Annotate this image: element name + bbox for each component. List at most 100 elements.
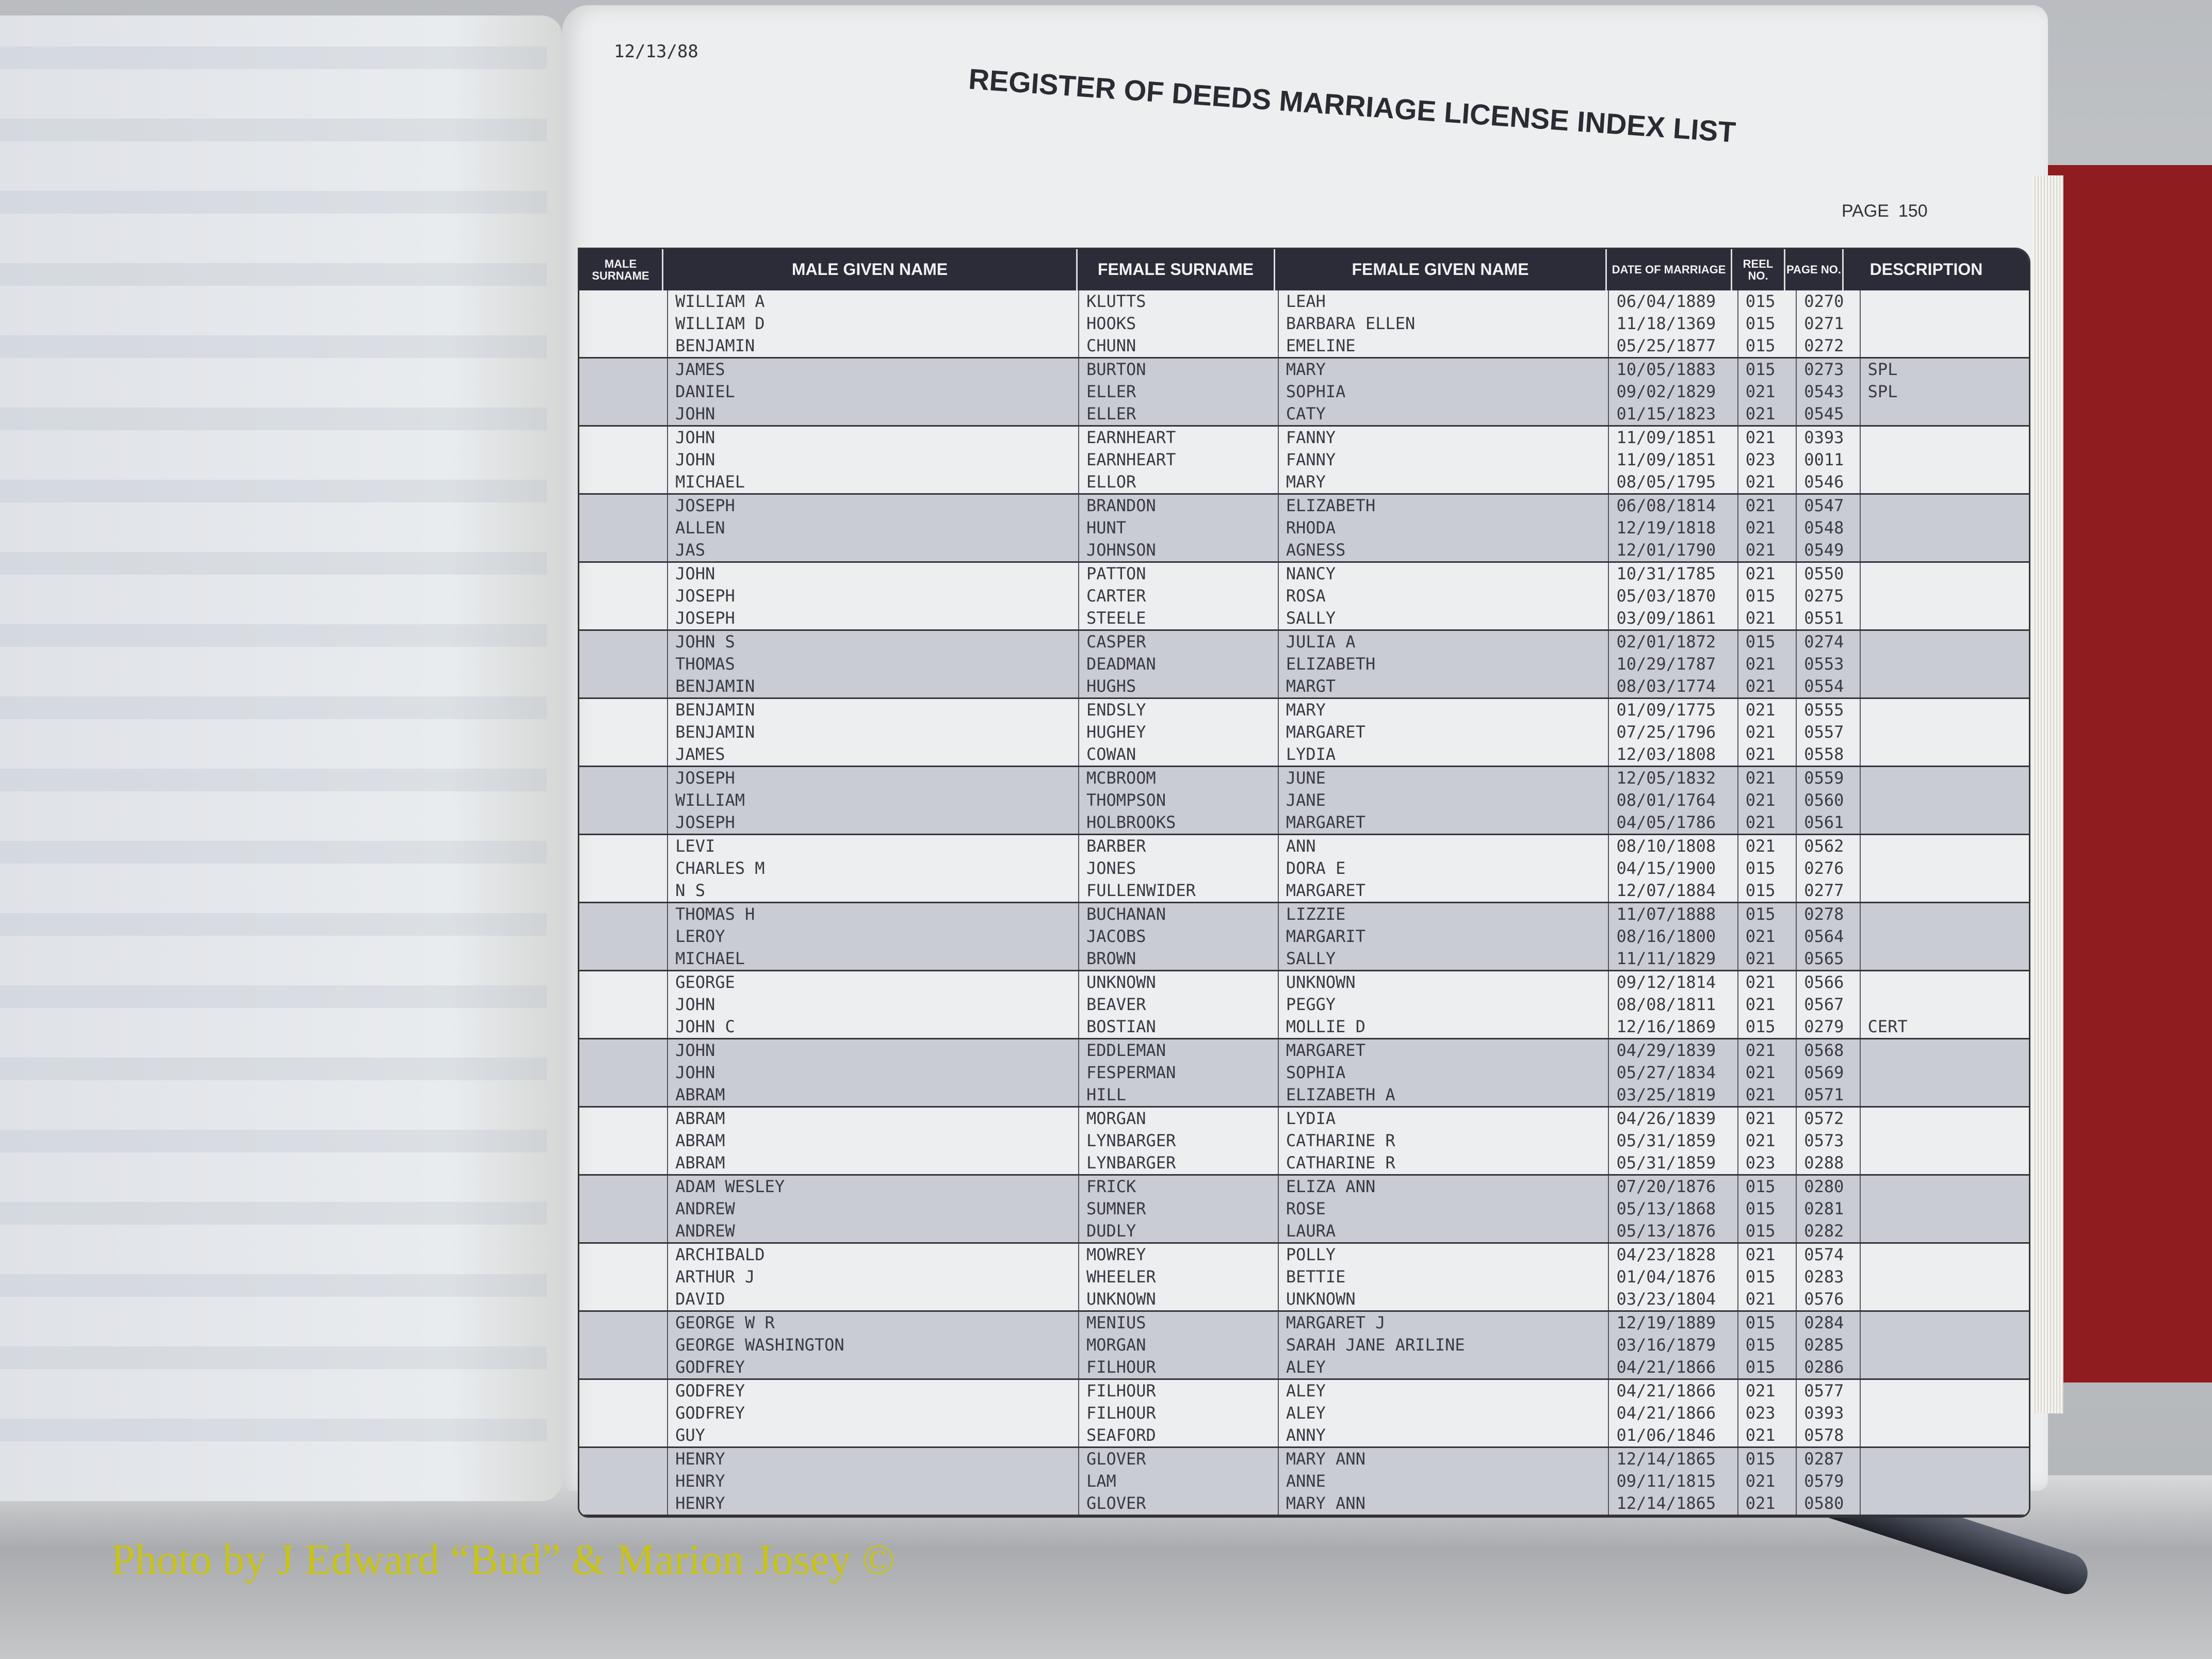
col-female-surname: FEMALE SURNAME	[1078, 249, 1275, 290]
right-page: 12/13/88 REGISTER OF DEEDS MARRIAGE LICE…	[562, 5, 2063, 1518]
cell-page-no: 0011	[1797, 449, 1861, 471]
cell-reel-no: 015	[1738, 857, 1797, 880]
cell-description	[1861, 857, 2029, 880]
cell-male-surname	[579, 539, 669, 561]
cell-female-surname: FILHOUR	[1079, 1380, 1279, 1402]
table-row: LEVI BARBER ANN 08/10/1808 021 0562	[579, 835, 2029, 857]
cell-male-given-name: JAMES	[668, 359, 1079, 381]
cell-male-given-name: HENRY	[668, 1470, 1079, 1492]
cell-description	[1861, 675, 2029, 697]
cell-page-no: 0573	[1797, 1130, 1861, 1152]
cell-female-given-name: SALLY	[1279, 607, 1609, 629]
cell-page-no: 0545	[1797, 403, 1861, 425]
cell-description	[1861, 1334, 2029, 1356]
cell-female-given-name: ROSE	[1279, 1198, 1609, 1220]
cell-male-surname	[579, 471, 669, 493]
cell-description	[1861, 427, 2029, 449]
cell-female-surname: EDDLEMAN	[1079, 1039, 1279, 1062]
cell-female-given-name: POLLY	[1279, 1244, 1609, 1266]
page-number: PAGE 150	[1842, 201, 1928, 221]
cell-date-of-marriage: 08/08/1811	[1609, 994, 1738, 1016]
cell-male-surname	[579, 1108, 669, 1130]
cell-reel-no: 021	[1738, 699, 1797, 721]
cell-female-surname: BUCHANAN	[1079, 903, 1279, 925]
cell-page-no: 0273	[1797, 359, 1861, 381]
cell-date-of-marriage: 06/04/1889	[1609, 290, 1738, 313]
cell-page-no: 0546	[1797, 471, 1861, 493]
cell-female-given-name: SOPHIA	[1279, 1062, 1609, 1084]
cell-male-given-name: JOHN	[668, 427, 1079, 449]
cell-page-no: 0578	[1797, 1424, 1861, 1446]
cell-description	[1861, 767, 2029, 789]
cell-male-surname	[579, 1380, 669, 1402]
cell-page-no: 0554	[1797, 675, 1861, 697]
faded-row-band	[0, 1202, 547, 1225]
cell-page-no: 0282	[1797, 1220, 1861, 1242]
cell-description	[1861, 948, 2029, 970]
cell-date-of-marriage: 04/21/1866	[1609, 1402, 1738, 1424]
cell-date-of-marriage: 04/15/1900	[1609, 857, 1738, 880]
cell-reel-no: 015	[1738, 1220, 1797, 1242]
cell-description	[1861, 1448, 2029, 1470]
cell-female-given-name: ELIZABETH A	[1279, 1084, 1609, 1106]
cell-female-surname: HOOKS	[1079, 313, 1279, 335]
cell-female-given-name: MARGARET	[1279, 811, 1609, 834]
table-row: JOSEPH CARTER ROSA 05/03/1870 015 0275	[579, 585, 2029, 607]
cell-page-no: 0557	[1797, 721, 1861, 743]
table-row: HENRY GLOVER MARY ANN 12/14/1865 021 0580	[579, 1492, 2029, 1516]
cell-male-given-name: ARTHUR J	[668, 1266, 1079, 1288]
cell-date-of-marriage: 05/27/1834	[1609, 1062, 1738, 1084]
cell-date-of-marriage: 09/12/1814	[1609, 971, 1738, 994]
faded-row-band	[0, 624, 547, 647]
cell-female-given-name: LYDIA	[1279, 1108, 1609, 1130]
table-row: GODFREY FILHOUR ALEY 04/21/1866 021 0577	[579, 1380, 2029, 1402]
cell-male-surname	[579, 811, 669, 834]
cell-description: SPL	[1867, 382, 1898, 401]
cell-reel-no: 021	[1738, 675, 1797, 697]
cell-female-given-name: AGNESS	[1279, 539, 1609, 561]
cell-page-no: 0549	[1797, 539, 1861, 561]
cell-male-given-name: JAS	[668, 539, 1079, 561]
cell-female-given-name: MARGARET J	[1279, 1312, 1609, 1334]
table-header: MALE SURNAME MALE GIVEN NAME FEMALE SURN…	[579, 249, 2029, 290]
cell-reel-no: 021	[1738, 1244, 1797, 1266]
faded-row-band	[0, 480, 547, 502]
cell-male-given-name: WILLIAM A	[668, 290, 1079, 313]
cell-description	[1861, 563, 2029, 585]
faded-row-band	[0, 335, 547, 358]
cell-female-surname: THOMPSON	[1079, 789, 1279, 811]
cell-female-given-name: MARY	[1279, 699, 1609, 721]
table-row: MICHAEL BROWN SALLY 11/11/1829 021 0565	[579, 948, 2029, 971]
cell-male-surname	[579, 427, 669, 449]
col-page-no: PAGE NO.	[1785, 249, 1844, 290]
cell-page-no: 0568	[1797, 1039, 1861, 1062]
cell-female-surname: CHUNN	[1079, 335, 1279, 357]
cell-reel-no: 021	[1738, 948, 1797, 970]
cell-reel-no: 015	[1738, 1356, 1797, 1378]
cell-female-surname: BOSTIAN	[1079, 1016, 1279, 1038]
cell-date-of-marriage: 12/19/1818	[1609, 517, 1738, 539]
cell-description	[1861, 971, 2029, 994]
table-row: GEORGE W R MENIUS MARGARET J 12/19/1889 015 0…	[579, 1312, 2029, 1334]
cell-male-given-name: JOSEPH	[668, 585, 1079, 607]
cell-female-surname: MCBROOM	[1079, 767, 1279, 789]
cell-date-of-marriage: 04/23/1828	[1609, 1244, 1738, 1266]
cell-male-surname	[579, 1130, 669, 1152]
cell-male-surname	[579, 449, 669, 471]
table-row: DANIEL ELLER SOPHIA 09/02/1829 021 0543 SPL	[579, 381, 2029, 403]
cell-male-surname	[579, 789, 669, 811]
cell-page-no: 0285	[1797, 1334, 1861, 1356]
page-label: PAGE	[1842, 201, 1889, 221]
cell-male-surname	[579, 699, 669, 721]
cell-page-no: 0567	[1797, 994, 1861, 1016]
cell-male-surname	[579, 1062, 669, 1084]
cell-description	[1861, 1402, 2029, 1424]
cell-reel-no: 021	[1738, 1062, 1797, 1084]
cell-female-surname: MOWREY	[1079, 1244, 1279, 1266]
cell-reel-no: 015	[1738, 313, 1797, 335]
cell-male-given-name: ABRAM	[668, 1084, 1079, 1106]
cell-female-given-name: ELIZABETH	[1279, 653, 1609, 675]
cell-reel-no: 015	[1738, 880, 1797, 902]
cell-male-given-name: LEROY	[668, 925, 1079, 948]
cell-page-no: 0276	[1797, 857, 1861, 880]
